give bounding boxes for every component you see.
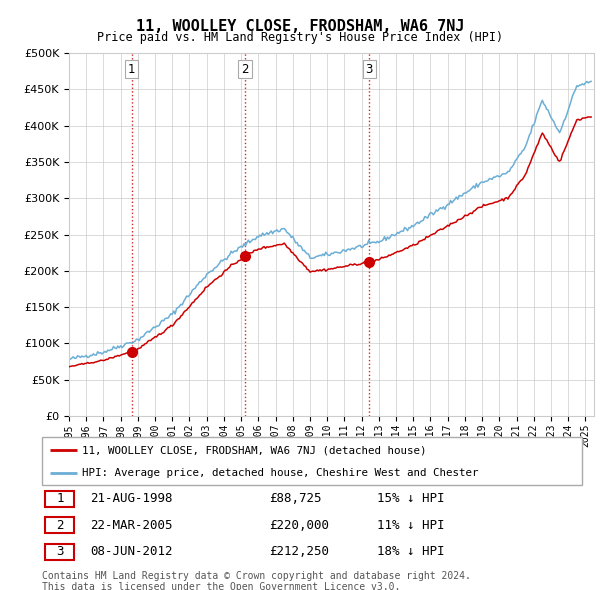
Text: 18% ↓ HPI: 18% ↓ HPI — [377, 545, 444, 559]
Text: 22-MAR-2005: 22-MAR-2005 — [91, 519, 173, 532]
Text: 3: 3 — [56, 545, 64, 559]
Text: £220,000: £220,000 — [269, 519, 329, 532]
FancyBboxPatch shape — [45, 491, 74, 507]
Text: 11, WOOLLEY CLOSE, FRODSHAM, WA6 7NJ: 11, WOOLLEY CLOSE, FRODSHAM, WA6 7NJ — [136, 19, 464, 34]
FancyBboxPatch shape — [42, 437, 582, 485]
Text: 2: 2 — [241, 63, 249, 76]
Text: £212,250: £212,250 — [269, 545, 329, 559]
FancyBboxPatch shape — [45, 544, 74, 560]
Text: Price paid vs. HM Land Registry's House Price Index (HPI): Price paid vs. HM Land Registry's House … — [97, 31, 503, 44]
Text: 21-AUG-1998: 21-AUG-1998 — [91, 492, 173, 506]
Text: 11% ↓ HPI: 11% ↓ HPI — [377, 519, 444, 532]
Text: £88,725: £88,725 — [269, 492, 322, 506]
FancyBboxPatch shape — [45, 517, 74, 533]
Text: 1: 1 — [128, 63, 136, 76]
Text: 3: 3 — [365, 63, 373, 76]
Text: 08-JUN-2012: 08-JUN-2012 — [91, 545, 173, 559]
Text: 2: 2 — [56, 519, 64, 532]
Text: HPI: Average price, detached house, Cheshire West and Chester: HPI: Average price, detached house, Ches… — [83, 468, 479, 478]
Text: 1: 1 — [56, 492, 64, 506]
Text: Contains HM Land Registry data © Crown copyright and database right 2024.
This d: Contains HM Land Registry data © Crown c… — [42, 571, 471, 590]
Text: 15% ↓ HPI: 15% ↓ HPI — [377, 492, 444, 506]
Text: 11, WOOLLEY CLOSE, FRODSHAM, WA6 7NJ (detached house): 11, WOOLLEY CLOSE, FRODSHAM, WA6 7NJ (de… — [83, 445, 427, 455]
